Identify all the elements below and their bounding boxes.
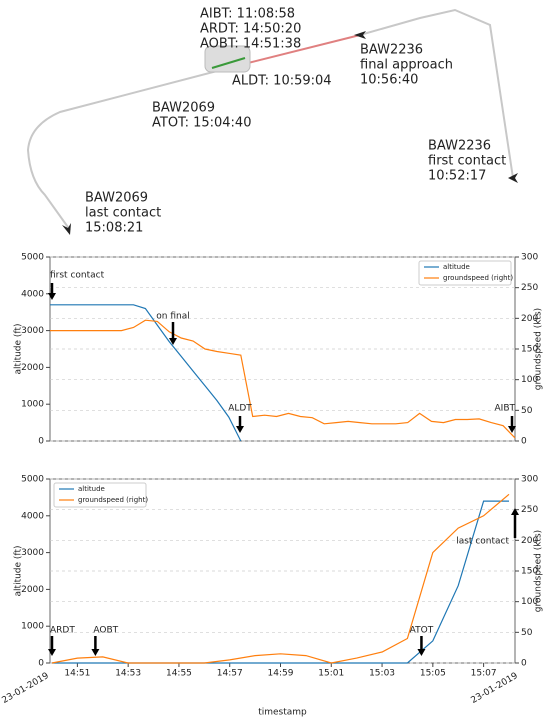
series-line [50, 304, 242, 442]
y2-tick-label: 0 [521, 437, 527, 447]
map-annotation: first contact [428, 154, 506, 169]
y-tick-label: 2000 [21, 585, 44, 595]
trajectory-map [26, 8, 518, 235]
plane-icon [62, 223, 71, 235]
y2-axis-label: groundspeed (kts) [534, 530, 544, 612]
annotation: ATOT [410, 626, 434, 636]
y2-tick-label: 100 [521, 597, 538, 607]
x-axis-label: timestamp [258, 708, 307, 718]
legend-box [53, 482, 147, 508]
annotation: last contact [456, 537, 509, 547]
map-annotation: ALDT: 10:59:04 [232, 74, 332, 89]
map-annotation: ATOT: 15:04:40 [152, 116, 251, 131]
y-tick-label: 0 [38, 437, 44, 447]
legend-label: altitude [78, 485, 105, 493]
y-tick-label: 1000 [21, 622, 44, 632]
y2-axis-label: groundspeed (kts) [534, 308, 544, 390]
map-annotation: 10:56:40 [360, 73, 418, 88]
date-label: 23-01-2019 [0, 671, 51, 706]
map-annotation: last contact [85, 206, 161, 221]
x-tick-label: 15:03 [369, 669, 395, 679]
y-axis-label: altitude (ft) [14, 546, 24, 597]
taxi-route [211, 57, 246, 69]
y2-tick-label: 100 [521, 375, 538, 385]
y2-tick-label: 200 [521, 314, 538, 324]
legend-label: groundspeed (right) [78, 496, 148, 504]
y2-tick-label: 300 [521, 475, 538, 485]
map-annotation: AOBT: 14:51:38 [200, 37, 301, 52]
y-tick-label: 4000 [21, 511, 44, 521]
series-line [50, 319, 516, 439]
legend-box [418, 260, 512, 286]
annotation-arrowhead [511, 508, 519, 515]
annotation-arrowhead [48, 293, 56, 300]
y-tick-label: 3000 [21, 548, 44, 558]
map-annotation: 15:08:21 [85, 221, 143, 236]
y-tick-label: 2000 [21, 363, 44, 373]
map-annotation: BAW2069 [152, 101, 215, 116]
map-annotation: final approach [360, 58, 453, 73]
annotation-arrowhead [236, 426, 244, 433]
series-line [52, 500, 509, 664]
y2-tick-label: 0 [521, 659, 527, 669]
x-tick-label: 14:55 [166, 669, 192, 679]
arrival-track [359, 8, 514, 179]
y2-tick-label: 150 [521, 567, 538, 577]
annotation-arrowhead [48, 649, 56, 656]
annotation: ARDT [50, 626, 75, 636]
y2-tick-label: 50 [521, 628, 533, 638]
x-tick-label: 15:05 [420, 669, 446, 679]
airport [204, 45, 251, 73]
plane-icon [354, 31, 366, 39]
y-tick-label: 5000 [21, 475, 44, 485]
annotation: AIBT [495, 404, 516, 414]
y-tick-label: 1000 [21, 400, 44, 410]
final-approach-track [239, 34, 361, 66]
series-line [51, 493, 510, 664]
departure-track [26, 64, 241, 231]
annotation-arrowhead [169, 338, 177, 345]
legend-label: groundspeed (right) [443, 274, 513, 282]
map-annotation: BAW2069 [85, 191, 148, 206]
annotation: ALDT [228, 404, 252, 414]
y2-tick-label: 250 [521, 505, 538, 515]
legend-label: altitude [443, 263, 470, 271]
y2-tick-label: 200 [521, 536, 538, 546]
annotation-arrowhead [417, 649, 426, 656]
map-annotation: ARDT: 14:50:20 [200, 22, 301, 37]
x-tick-label: 14:51 [64, 669, 90, 679]
map-annotation: BAW2236 [428, 139, 491, 154]
y-tick-label: 3000 [21, 326, 44, 336]
y-tick-label: 5000 [21, 253, 44, 263]
y-tick-label: 0 [38, 659, 44, 669]
x-tick-label: 14:57 [217, 669, 243, 679]
plane-icon [508, 173, 518, 183]
y2-tick-label: 50 [521, 406, 533, 416]
x-tick-label: 15:01 [318, 669, 344, 679]
x-tick-label: 15:07 [471, 669, 497, 679]
annotation: AOBT [93, 626, 118, 636]
y-axis-label: altitude (ft) [14, 324, 24, 375]
y-tick-label: 4000 [21, 289, 44, 299]
map-annotation: BAW2236 [360, 43, 423, 58]
y2-tick-label: 250 [521, 283, 538, 293]
map-annotation: 10:52:17 [428, 169, 486, 184]
annotation-arrowhead [91, 649, 100, 656]
x-tick-label: 14:53 [115, 669, 141, 679]
y2-tick-label: 150 [521, 345, 538, 355]
x-tick-label: 14:59 [268, 669, 294, 679]
annotation: first contact [50, 271, 105, 281]
map-annotation: AIBT: 11:08:58 [200, 7, 295, 22]
y2-tick-label: 300 [521, 253, 538, 263]
annotation-arrowhead [508, 426, 516, 433]
annotation: on final [156, 312, 189, 322]
